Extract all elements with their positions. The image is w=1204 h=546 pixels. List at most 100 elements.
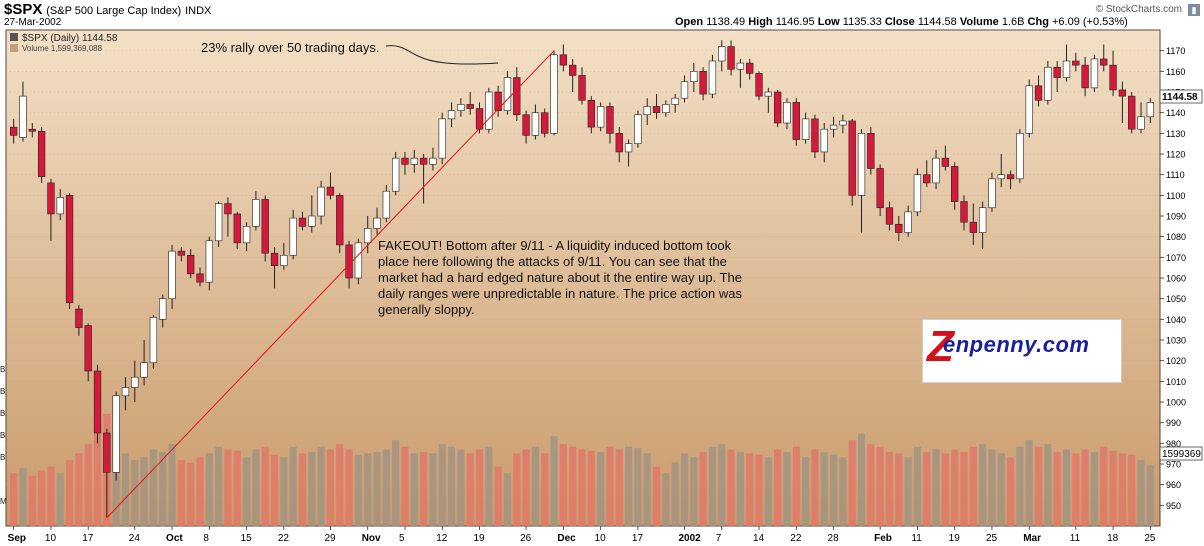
volume-tick-label: M [0, 497, 7, 506]
volume-bar [578, 449, 586, 526]
fakeout-line-2: place here following the attacks of 9/11… [378, 254, 727, 269]
volume-bar [420, 452, 428, 526]
candle-body [121, 387, 130, 397]
volume-bar [587, 450, 595, 526]
ticker-block: $SPX (S&P 500 Large Cap Index) INDX [4, 1, 211, 18]
candle-body [19, 95, 27, 138]
candle-body [466, 104, 474, 109]
volume-bar [1137, 460, 1145, 526]
legend: $SPX (Daily) 1144.58 Volume 1,599,369,08… [10, 33, 118, 53]
candle-body [438, 118, 446, 159]
candle-body [606, 106, 614, 134]
volume-bar [131, 460, 139, 526]
low-label: Low [817, 16, 840, 28]
candle-body [746, 62, 754, 74]
volume-bar [56, 473, 64, 526]
volume-bar [373, 452, 381, 526]
candle-body [829, 124, 838, 130]
candle-body [643, 106, 651, 116]
candle-body [336, 195, 344, 246]
price-tick-label: 980 [1166, 439, 1181, 449]
price-tick-label: 1010 [1166, 377, 1186, 387]
price-tick-label: 1130 [1166, 129, 1185, 139]
candle-body [848, 120, 856, 196]
date-tick-label: Feb [874, 533, 892, 544]
volume-bar [364, 453, 372, 526]
volume-bar [941, 453, 949, 526]
candle-body [867, 133, 875, 169]
volume-tick-label: B [0, 365, 5, 374]
volume-bar [93, 427, 102, 526]
bar-chart-icon[interactable]: ▮ [1188, 4, 1200, 16]
date-tick-label: Mar [1023, 533, 1041, 544]
volume-bar [19, 467, 27, 526]
candle-body [298, 217, 307, 227]
volume-bar [298, 453, 307, 526]
volume-bar [177, 460, 185, 526]
volume-bar [1100, 446, 1108, 526]
candle-body [550, 54, 558, 134]
date-tick-label: 10 [595, 533, 607, 544]
candle-body [28, 128, 36, 132]
candle-body [652, 106, 661, 113]
volume-bar [988, 449, 996, 526]
volume-bar [326, 449, 334, 526]
volume-bar [159, 452, 167, 526]
date-tick-label: Nov [362, 533, 381, 544]
date-tick-label: Dec [557, 533, 576, 544]
date-tick-label: 10 [45, 533, 57, 544]
candle-body [224, 203, 232, 215]
candle-body [75, 308, 83, 328]
candle-body [159, 298, 167, 320]
price-tick-label: 1040 [1166, 315, 1186, 325]
candle-body [1062, 60, 1071, 78]
volume-bar [774, 449, 782, 526]
volume-bar [1072, 453, 1080, 526]
price-legend-label: $SPX (Daily) 1144.58 [22, 33, 118, 44]
volume-bar [494, 466, 502, 526]
candle-body [1146, 102, 1154, 118]
candle-body [326, 186, 335, 196]
volume-bar [438, 444, 446, 526]
date-tick-label: 11 [1070, 533, 1081, 544]
candle-body [755, 73, 763, 97]
candle-body [1090, 58, 1099, 89]
candle-body [289, 217, 297, 256]
volume-bar [522, 449, 530, 526]
candle-body [149, 316, 158, 364]
date-tick-label: 19 [949, 533, 961, 544]
brand-credit[interactable]: © StockCharts.com [1095, 4, 1182, 15]
chart-header: $SPX (S&P 500 Large Cap Index) INDX 27-M… [0, 0, 1204, 30]
price-tick-label: 1170 [1166, 46, 1185, 56]
trendline [106, 50, 555, 519]
rally-bracket [385, 45, 499, 65]
candle-body [410, 157, 418, 165]
volume-tick-label: B [0, 453, 5, 462]
candle-body [317, 186, 325, 217]
volume-bar [923, 452, 931, 526]
volume-bar [1109, 450, 1117, 526]
volume-bar [233, 450, 241, 526]
volume-bar [708, 446, 716, 526]
volume-bar [475, 449, 484, 526]
candle-body [354, 242, 363, 279]
volume-bar [1128, 454, 1136, 526]
close-value: 1144.58 [917, 16, 957, 28]
volume-bar [885, 452, 894, 526]
price-tick-label: 1070 [1166, 253, 1186, 263]
candle-body [103, 432, 111, 473]
date-tick-label: 17 [632, 533, 644, 544]
candle-body [736, 62, 745, 70]
volume-axis: B B B B B M [0, 365, 7, 506]
volume-bar [270, 454, 279, 526]
date-tick-label: 19 [474, 533, 486, 544]
volume-bar [727, 449, 735, 526]
volume-bar [336, 444, 344, 526]
volume-bar [857, 433, 866, 526]
candle-body [1044, 66, 1052, 101]
price-tick-label: 950 [1166, 501, 1181, 511]
date-axis: Sep 10 17 24 Oct 8 15 22 29 Nov 5 12 19 26 Dec 10 17 2002… [8, 526, 1156, 544]
volume-tick-label: B [0, 387, 5, 396]
volume-bar [289, 446, 297, 526]
date-tick-label: 7 [716, 533, 722, 544]
